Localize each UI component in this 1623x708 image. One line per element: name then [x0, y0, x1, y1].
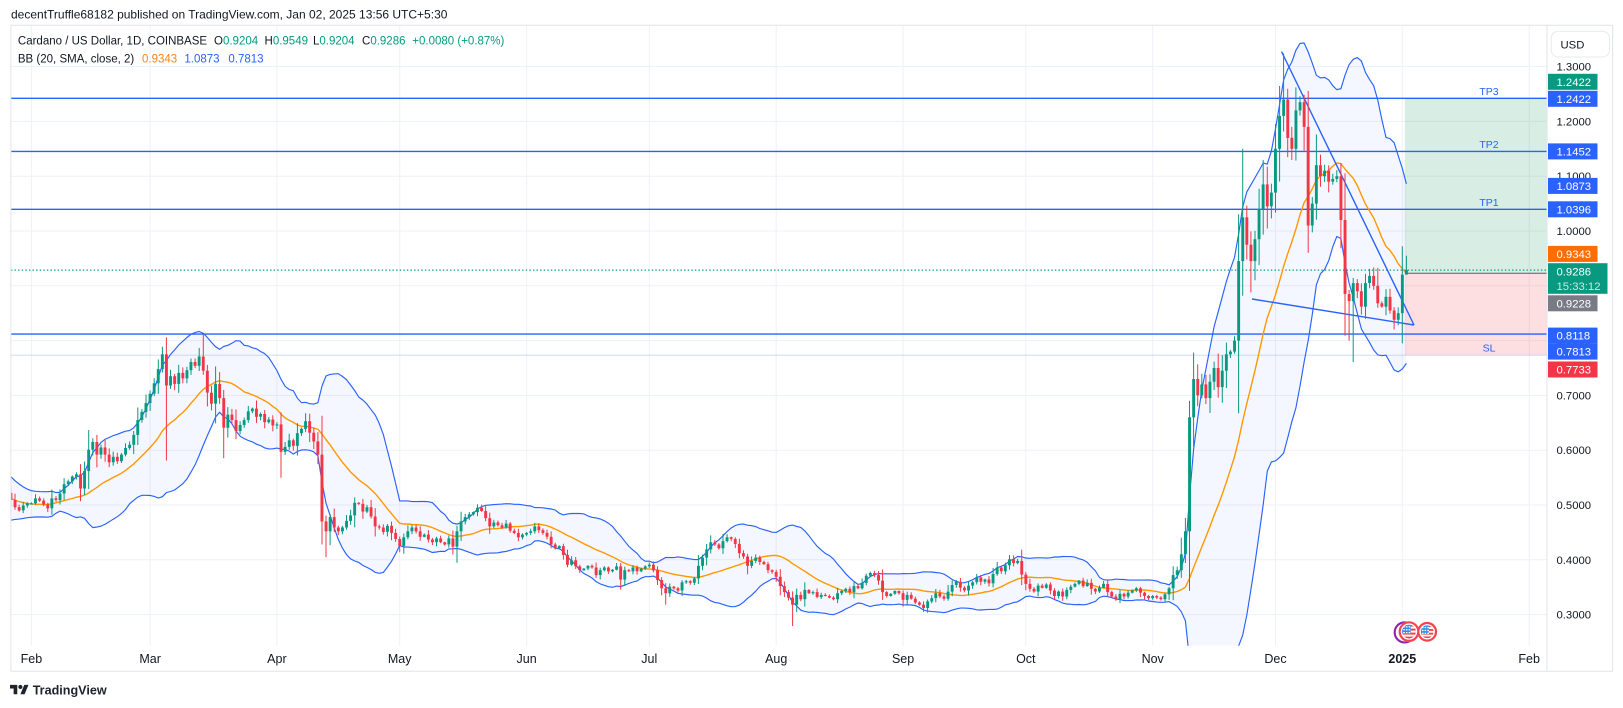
- svg-text:BB (20, SMA, close, 2): BB (20, SMA, close, 2): [18, 54, 134, 66]
- svg-text:Apr: Apr: [267, 652, 286, 666]
- svg-text:Aug: Aug: [765, 652, 787, 666]
- svg-text:1.0000: 1.0000: [1557, 226, 1592, 238]
- svg-text:TP2: TP2: [1479, 139, 1498, 151]
- svg-text:Cardano / US Dollar, 1D, COINB: Cardano / US Dollar, 1D, COINBASE: [18, 36, 208, 48]
- svg-text:0.7733: 0.7733: [1557, 365, 1592, 377]
- svg-text:+0.0080 (+0.87%): +0.0080 (+0.87%): [412, 36, 504, 48]
- svg-text:2025: 2025: [1388, 652, 1416, 666]
- svg-text:1.0873: 1.0873: [1557, 181, 1592, 193]
- svg-text:1.0873: 1.0873: [184, 54, 219, 66]
- svg-text:0.8118: 0.8118: [1557, 331, 1591, 343]
- svg-text:Oct: Oct: [1016, 652, 1036, 666]
- svg-text:TP1: TP1: [1479, 197, 1498, 209]
- svg-text:0.7000: 0.7000: [1557, 390, 1592, 402]
- svg-text:0.9343: 0.9343: [1557, 249, 1592, 261]
- svg-text:15:33:12: 15:33:12: [1557, 281, 1601, 293]
- svg-text:0.7813: 0.7813: [1557, 347, 1592, 359]
- svg-text:Mar: Mar: [139, 652, 161, 666]
- svg-text:May: May: [388, 652, 412, 666]
- svg-text:0.4000: 0.4000: [1557, 555, 1592, 567]
- svg-text:0.5000: 0.5000: [1557, 500, 1592, 512]
- svg-text:1.2422: 1.2422: [1557, 94, 1592, 106]
- svg-text:Sep: Sep: [892, 652, 914, 666]
- svg-text:1.2000: 1.2000: [1557, 116, 1592, 128]
- svg-text:SL: SL: [1483, 343, 1496, 355]
- svg-text:TradingView: TradingView: [33, 684, 107, 698]
- svg-text:0.7813: 0.7813: [228, 54, 263, 66]
- svg-text:0.3000: 0.3000: [1557, 610, 1592, 622]
- svg-text:Jun: Jun: [517, 652, 537, 666]
- svg-text:Feb: Feb: [21, 652, 43, 666]
- svg-text:O0.9204: O0.9204: [214, 36, 259, 48]
- svg-text:0.6000: 0.6000: [1557, 445, 1592, 457]
- svg-text:0.9343: 0.9343: [142, 54, 177, 66]
- svg-text:decentTruffle68182 published o: decentTruffle68182 published on TradingV…: [11, 8, 448, 22]
- svg-text:H0.9549: H0.9549: [265, 36, 309, 48]
- svg-text:1.3000: 1.3000: [1557, 62, 1592, 74]
- svg-text:C0.9286: C0.9286: [362, 36, 406, 48]
- svg-text:1.0396: 1.0396: [1557, 204, 1592, 216]
- svg-text:0.9228: 0.9228: [1557, 298, 1592, 310]
- svg-text:TP3: TP3: [1479, 86, 1498, 98]
- svg-text:1.1452: 1.1452: [1557, 146, 1592, 158]
- svg-text:Nov: Nov: [1142, 652, 1165, 666]
- svg-text:Feb: Feb: [1518, 652, 1540, 666]
- svg-text:L0.9204: L0.9204: [313, 36, 355, 48]
- svg-text:Dec: Dec: [1264, 652, 1286, 666]
- svg-text:0.9286: 0.9286: [1557, 267, 1592, 279]
- svg-text:Jul: Jul: [641, 652, 657, 666]
- svg-text:USD: USD: [1561, 39, 1585, 51]
- svg-text:1.2422: 1.2422: [1557, 77, 1592, 89]
